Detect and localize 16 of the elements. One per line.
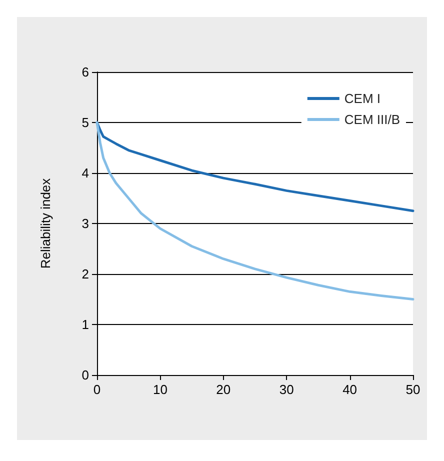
x-tick-label: 0 — [93, 382, 101, 397]
y-tick-label: 5 — [82, 115, 89, 130]
legend-label: CEM I — [344, 91, 381, 106]
legend-label: CEM III/B — [344, 112, 400, 127]
y-axis-title: Reliability index — [38, 178, 53, 269]
x-tick-label: 10 — [152, 382, 168, 397]
x-tick-label: 20 — [216, 382, 231, 397]
x-tick-label: 30 — [279, 382, 294, 397]
y-tick-label: 1 — [82, 317, 89, 332]
y-tick-label: 2 — [82, 266, 89, 282]
y-tick-label: 3 — [82, 216, 89, 231]
y-tick-label: 0 — [82, 368, 89, 382]
y-tick-label: 6 — [82, 64, 89, 80]
x-tick-label: 40 — [342, 382, 358, 397]
x-tick-label: 50 — [406, 382, 420, 397]
y-tick-label: 4 — [82, 166, 89, 180]
